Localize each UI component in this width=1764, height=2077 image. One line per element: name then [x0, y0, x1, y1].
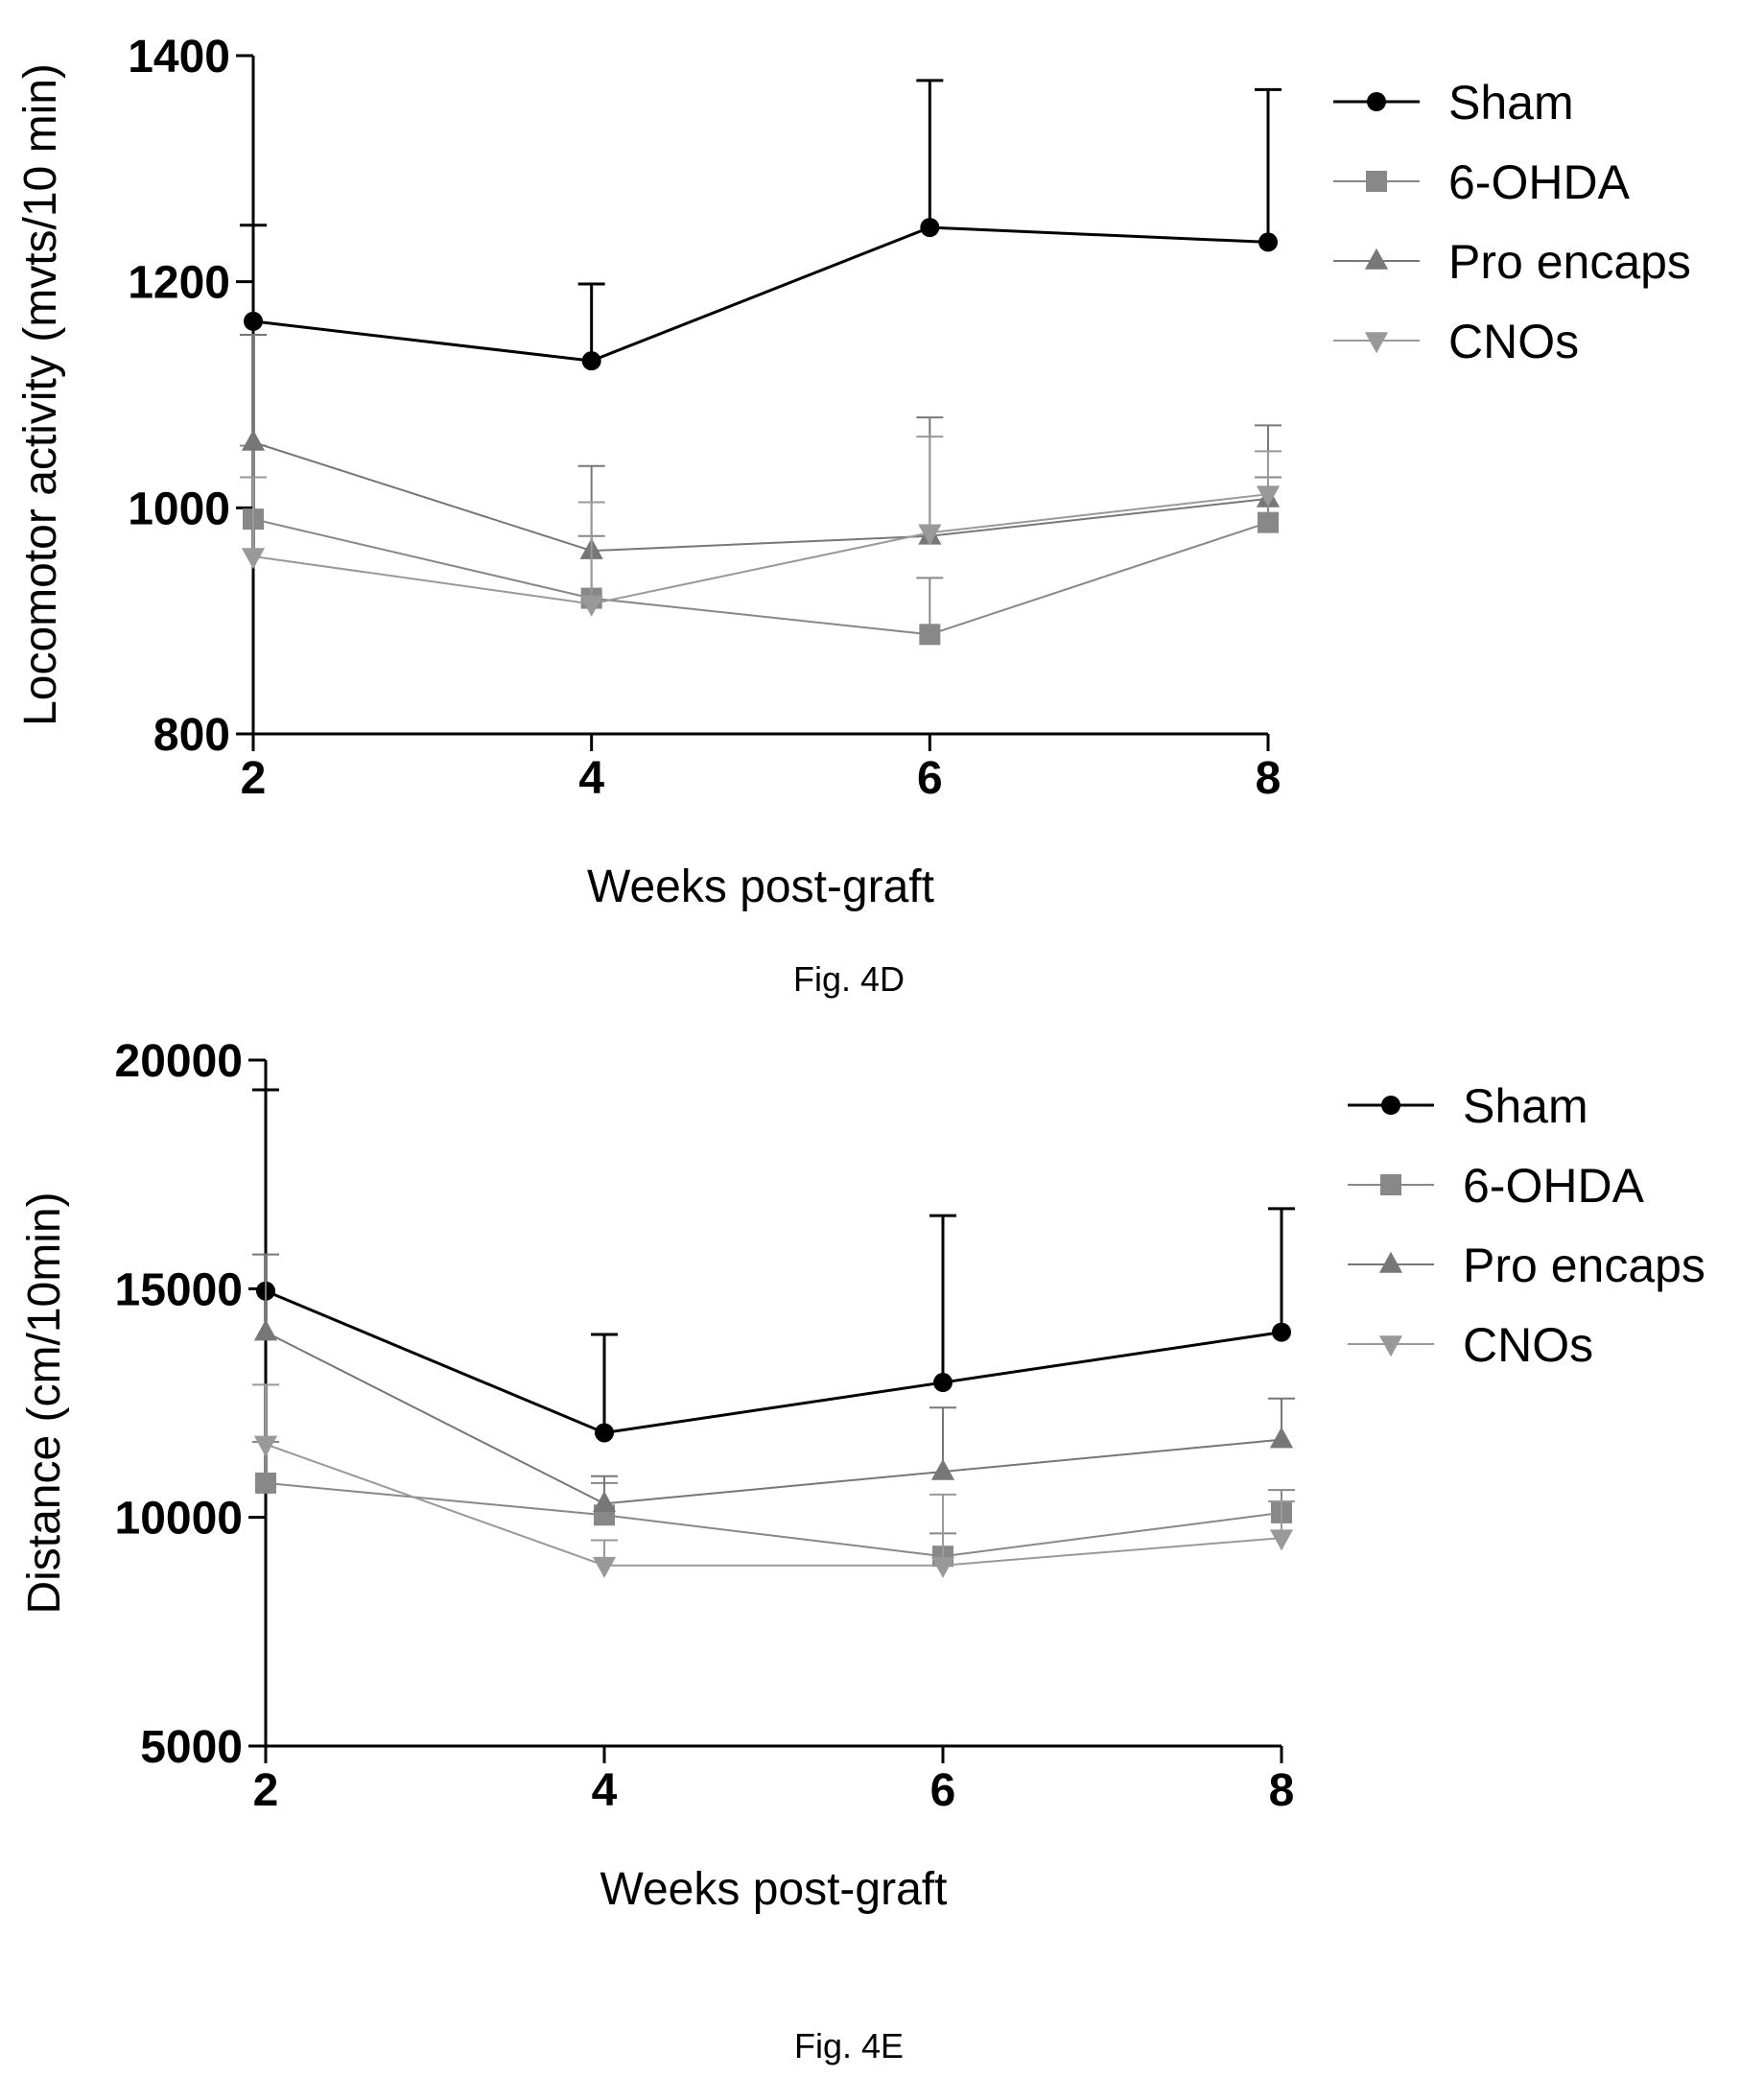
- legend: Sham 6-OHDA Pro encaps CNOs: [1348, 1079, 1705, 1372]
- legend: Sham 6-OHDA Pro encaps CNOs: [1333, 76, 1691, 368]
- data-point: [918, 524, 942, 546]
- data-point: [933, 1373, 953, 1393]
- data-point: [920, 218, 940, 238]
- legend-marker: [1364, 248, 1389, 270]
- series-line: [265, 1289, 1282, 1435]
- x-axis-title: Weeks post-graft: [587, 861, 934, 912]
- data-point: [579, 595, 603, 617]
- legend-label: Pro encaps: [1448, 235, 1691, 289]
- legend-marker: [1381, 1096, 1400, 1115]
- chart-panel-4d: 800 1000 1200 1400 2 4 6 8 Weeks post-graft Locom…: [15, 32, 1691, 999]
- data-point: [255, 1472, 276, 1494]
- series-line: [252, 441, 1269, 553]
- legend-label: CNOs: [1448, 315, 1579, 368]
- y-tick-label: 10000: [115, 1494, 243, 1545]
- x-tick-label: 6: [917, 753, 943, 804]
- legend-label: 6-OHDA: [1463, 1159, 1645, 1213]
- series-6-ohda: [240, 444, 1282, 646]
- legend-marker: [1378, 1251, 1403, 1273]
- x-tick-label: 8: [1256, 753, 1282, 804]
- y-tick-label: 1200: [128, 258, 230, 309]
- legend-label: 6-OHDA: [1448, 155, 1631, 209]
- series-cnos: [252, 1383, 1295, 1578]
- data-point: [1258, 511, 1279, 533]
- y-axis-title: Distance (cm/10min): [19, 1192, 70, 1614]
- x-axis-title: Weeks post-graft: [600, 1864, 948, 1915]
- data-point: [253, 1435, 278, 1457]
- data-point: [592, 1556, 617, 1578]
- legend-marker: [1367, 92, 1386, 111]
- legend-marker: [1364, 332, 1389, 354]
- data-point: [1272, 1322, 1291, 1342]
- series-line: [265, 1481, 1282, 1558]
- series-sham: [252, 1088, 1295, 1443]
- x-tick-label: 4: [578, 753, 604, 804]
- y-axis-title: Locomotor activity (mvts/10 min): [15, 63, 66, 726]
- series-line: [252, 518, 1269, 636]
- series-cnos: [240, 436, 1282, 617]
- chart-panel-4e: 5000 10000 15000 20000 2 4 6 8 Weeks post-graft D…: [19, 1036, 1705, 2065]
- figure-caption: Fig. 4D: [793, 959, 905, 999]
- series-6-ohda: [252, 1441, 1295, 1568]
- series-line: [252, 493, 1269, 605]
- legend-label: Sham: [1463, 1079, 1588, 1133]
- data-point: [1269, 1529, 1294, 1551]
- series-pro-encaps: [240, 334, 1282, 559]
- data-point: [930, 1556, 955, 1578]
- data-point: [919, 624, 941, 646]
- series-line: [252, 225, 1269, 363]
- data-point: [253, 1319, 278, 1341]
- data-point: [1256, 485, 1281, 507]
- x-tick-label: 4: [592, 1765, 618, 1816]
- series-line: [265, 1331, 1282, 1505]
- data-point: [241, 548, 266, 570]
- data-point: [595, 1423, 614, 1443]
- legend-marker: [1380, 1174, 1401, 1195]
- series-sham: [240, 79, 1282, 371]
- series-pro-encaps: [252, 1253, 1295, 1513]
- legend-marker: [1378, 1335, 1403, 1357]
- data-point: [930, 1458, 955, 1480]
- x-tick-label: 2: [241, 753, 267, 804]
- data-point: [244, 311, 263, 331]
- y-tick-label: 1000: [128, 484, 230, 534]
- y-tick-label: 15000: [115, 1264, 243, 1315]
- legend-label: CNOs: [1463, 1318, 1593, 1372]
- x-tick-label: 2: [253, 1765, 279, 1816]
- data-point: [592, 1491, 617, 1513]
- x-tick-label: 6: [930, 1765, 956, 1816]
- data-point: [581, 351, 601, 371]
- legend-label: Pro encaps: [1463, 1239, 1705, 1292]
- y-tick-label: 20000: [115, 1036, 243, 1087]
- series-line: [265, 1443, 1282, 1567]
- data-point: [241, 429, 266, 451]
- x-tick-label: 8: [1269, 1765, 1295, 1816]
- data-point: [1258, 232, 1278, 252]
- y-tick-label: 5000: [140, 1722, 243, 1773]
- y-tick-label: 800: [153, 710, 230, 761]
- legend-label: Sham: [1448, 76, 1574, 130]
- data-point: [1269, 1427, 1294, 1449]
- legend-marker: [1366, 171, 1387, 192]
- figure-caption: Fig. 4E: [794, 2026, 904, 2065]
- y-tick-label: 1400: [128, 32, 230, 83]
